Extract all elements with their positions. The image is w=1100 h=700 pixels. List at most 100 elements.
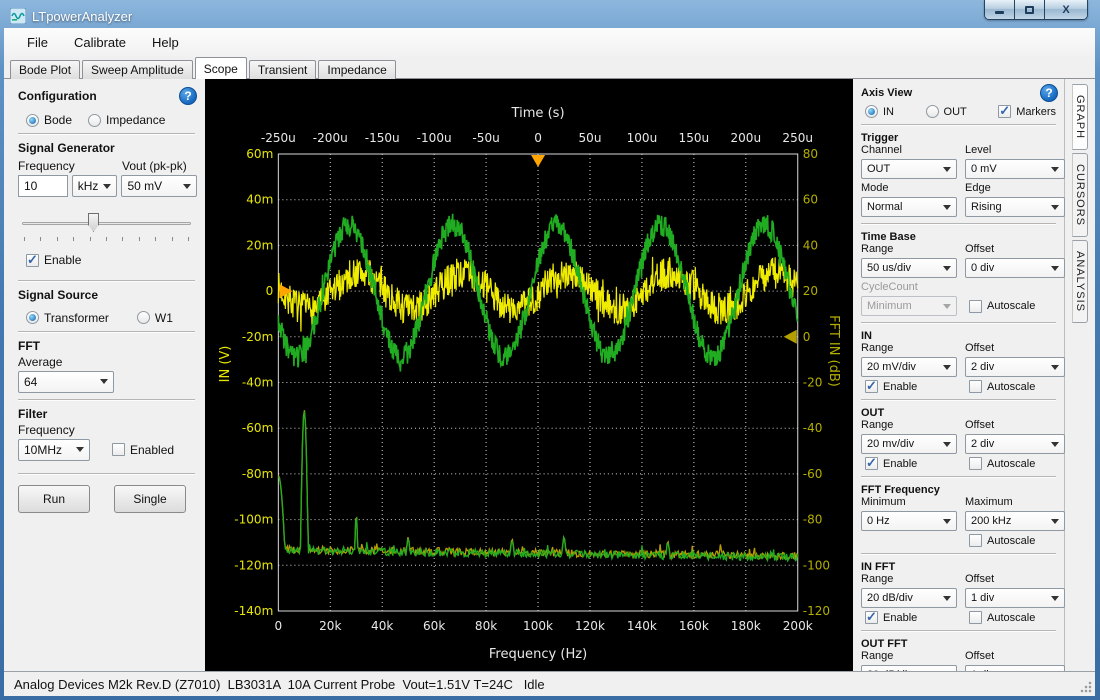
slider-track[interactable]	[22, 222, 191, 225]
fft-maximum-select[interactable]: 200 kHz	[965, 511, 1065, 531]
axis-tick-label: -100	[803, 558, 830, 572]
bode-radio[interactable]: Bode	[26, 113, 72, 127]
menu-calibrate[interactable]: Calibrate	[73, 35, 126, 50]
out-offset-select[interactable]: 2 div	[965, 434, 1065, 454]
checkbox-icon	[969, 380, 982, 393]
out-autoscale-checkbox[interactable]: Autoscale	[969, 457, 1065, 470]
radio-icon	[136, 311, 150, 324]
in-fft-offset-select[interactable]: 1 div	[965, 588, 1065, 608]
axis-tick-label: 80	[803, 147, 818, 161]
out-scope-trace	[277, 213, 799, 372]
maximize-button[interactable]	[1015, 0, 1045, 19]
scope-fft-plot[interactable]: -250u -200u -150u -100u -50u 0 50u 100u 150u 200u…	[205, 79, 853, 671]
frequency-slider-thumb[interactable]	[87, 213, 99, 232]
trigger-channel-select[interactable]: OUT	[861, 159, 957, 179]
resize-grip[interactable]	[1080, 681, 1092, 693]
in-enable-checkbox[interactable]: Enable	[865, 378, 957, 394]
time-base-autoscale-checkbox[interactable]: Autoscale	[969, 299, 1065, 313]
w1-radio[interactable]: W1	[136, 311, 173, 325]
filter-frequency-select[interactable]: 10MHz	[18, 438, 90, 461]
axis-title: Time (s)	[511, 106, 565, 121]
tab-scope[interactable]: Scope	[194, 57, 247, 79]
fft-minimum-select[interactable]: 0 Hz	[861, 511, 957, 531]
trigger-time-marker[interactable]	[531, 155, 546, 167]
chevron-down-icon	[103, 183, 112, 189]
side-tab-analysis[interactable]: ANALYSIS	[1072, 240, 1088, 324]
maximize-icon	[1025, 5, 1034, 14]
help-icon[interactable]: ?	[1040, 84, 1058, 102]
in-range-select[interactable]: 20 mV/div	[861, 357, 957, 377]
chevron-down-icon	[943, 265, 951, 271]
vout-select[interactable]: 50 mV	[121, 175, 197, 197]
in-fft-autoscale-checkbox[interactable]: Autoscale	[969, 611, 1065, 624]
fft-average-select[interactable]: 64	[18, 370, 114, 393]
out-enable-checkbox[interactable]: Enable	[865, 455, 957, 471]
menu-help[interactable]: Help	[151, 35, 179, 50]
chevron-down-icon	[1051, 595, 1059, 601]
average-label: Average	[18, 354, 63, 369]
out-range-select[interactable]: 20 mv/div	[861, 434, 957, 454]
trigger-level-label: Level	[965, 144, 992, 156]
fft-level-marker[interactable]	[783, 329, 797, 344]
help-icon[interactable]: ?	[179, 87, 197, 105]
menu-file[interactable]: File	[27, 35, 48, 50]
out-fft-offset-label: Offset	[965, 650, 995, 662]
time-base-offset-select[interactable]: 0 div	[965, 258, 1065, 278]
axis-tick-label: 250u	[782, 131, 813, 145]
in-autoscale-checkbox[interactable]: Autoscale	[969, 380, 1065, 393]
in-fft-range-select[interactable]: 20 dB/div	[861, 588, 957, 608]
trigger-edge-select[interactable]: Rising	[965, 197, 1065, 217]
filter-enabled-checkbox[interactable]: Enabled	[112, 443, 174, 457]
fft-frequency-title: FFT Frequency	[861, 484, 940, 496]
markers-checkbox[interactable]: Markers	[998, 103, 1056, 119]
chevron-down-icon	[1051, 265, 1059, 271]
in-fft-enable-checkbox[interactable]: Enable	[865, 609, 957, 625]
trigger-level-marker[interactable]	[279, 284, 293, 299]
fft-frequency-autoscale-checkbox[interactable]: Autoscale	[969, 534, 1065, 547]
axis-tick-label: -40	[803, 421, 823, 435]
frequency-input[interactable]: 10	[18, 175, 68, 197]
axis-tick-label: -120m	[234, 558, 273, 572]
in-offset-select[interactable]: 2 div	[965, 357, 1065, 377]
axis-tick-label: 40k	[371, 619, 393, 633]
axis-out-radio[interactable]: OUT	[925, 105, 967, 118]
axis-title: Frequency (Hz)	[489, 647, 587, 662]
tab-impedance[interactable]: Impedance	[318, 60, 396, 79]
axis-tick-label: 120k	[575, 619, 605, 633]
side-tab-cursors[interactable]: CURSORS	[1072, 153, 1088, 238]
axis-tick-label: -20m	[242, 330, 273, 344]
tab-bode-plot[interactable]: Bode Plot	[10, 60, 81, 79]
frequency-unit-select[interactable]: kHz	[71, 175, 118, 197]
plot-canvas: -250u -200u -150u -100u -50u 0 50u 100u 150u 200u…	[218, 106, 841, 662]
single-button[interactable]: Single	[114, 484, 186, 513]
axis-title: FFT IN (dB)	[826, 315, 841, 387]
side-tab-strip: GRAPH CURSORS ANALYSIS	[1065, 79, 1095, 671]
transformer-radio[interactable]: Transformer	[26, 311, 109, 325]
chevron-down-icon	[183, 183, 191, 189]
title-bar[interactable]: LTpowerAnalyzer X	[0, 0, 1100, 28]
tab-transient[interactable]: Transient	[248, 60, 317, 79]
tab-sweep-amplitude[interactable]: Sweep Amplitude	[82, 60, 193, 79]
close-button[interactable]: X	[1045, 0, 1087, 19]
frequency-slider[interactable]	[22, 213, 191, 233]
checkbox-icon	[969, 457, 982, 470]
generator-enable-checkbox[interactable]: Enable	[26, 252, 81, 268]
chevron-down-icon	[943, 166, 951, 172]
trigger-title: Trigger	[861, 132, 899, 144]
trigger-level-select[interactable]: 0 mV	[965, 159, 1065, 179]
time-base-title: Time Base	[861, 231, 916, 243]
axis-tick-label: 20	[803, 284, 818, 298]
impedance-radio[interactable]: Impedance	[88, 113, 165, 127]
trigger-mode-select[interactable]: Normal	[861, 197, 957, 217]
chevron-down-icon	[943, 204, 951, 210]
time-base-range-label: Range	[861, 243, 894, 255]
menu-bar: File Calibrate Help	[4, 28, 1095, 57]
in-fft-range-label: Range	[861, 573, 894, 585]
minimize-button[interactable]	[985, 0, 1015, 19]
chevron-down-icon	[76, 447, 84, 452]
axis-in-radio[interactable]: IN	[865, 105, 894, 118]
run-button[interactable]: Run	[18, 484, 90, 513]
right-control-panel: Axis View ? IN OUT Markers	[853, 79, 1065, 696]
time-base-range-select[interactable]: 50 us/div	[861, 258, 957, 278]
side-tab-graph[interactable]: GRAPH	[1072, 84, 1088, 151]
